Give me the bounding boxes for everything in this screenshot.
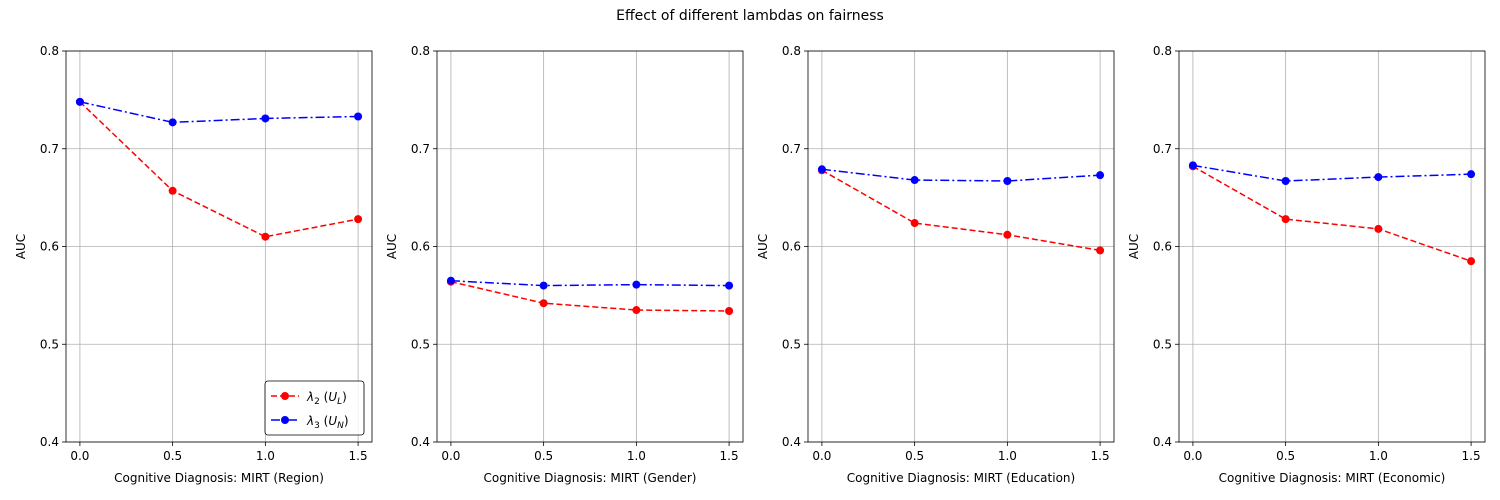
x-tick-label: 1.0 xyxy=(998,449,1017,463)
legend-box xyxy=(264,380,365,436)
chart-panel-1: 0.0 0.5 1.0 1.5 0.4 0.5 0.6 0.7 0.8 Cognitive Dia… xyxy=(14,44,373,485)
x-tick-label: 1.5 xyxy=(1462,449,1481,463)
y-tick-label: 0.4 xyxy=(782,435,801,449)
x-tick-label: 1.0 xyxy=(256,449,275,463)
series-line-lambda3 xyxy=(79,101,359,124)
y-tick-label: 0.8 xyxy=(411,44,430,58)
x-tick-label: 1.5 xyxy=(349,449,368,463)
data-point-lambda3 xyxy=(632,280,641,289)
data-point-lambda3 xyxy=(354,112,363,121)
x-tick-label: 1.0 xyxy=(1369,449,1388,463)
y-tick-label: 0.6 xyxy=(1153,240,1172,254)
series-line-lambda2 xyxy=(821,169,1101,252)
data-point-lambda2 xyxy=(632,306,641,315)
x-axis-label: Cognitive Diagnosis: MIRT (Education) xyxy=(847,471,1075,485)
y-tick-label: 0.4 xyxy=(411,435,430,449)
y-tick-label: 0.4 xyxy=(40,435,59,449)
data-point-lambda3 xyxy=(817,165,826,174)
y-axis-label: AUC xyxy=(1127,234,1141,259)
x-axis-label: Cognitive Diagnosis: MIRT (Gender) xyxy=(484,471,697,485)
y-tick-label: 0.6 xyxy=(411,240,430,254)
y-tick-label: 0.5 xyxy=(40,337,59,351)
data-point-lambda3 xyxy=(168,118,177,127)
x-axis-label: Cognitive Diagnosis: MIRT (Economic) xyxy=(1219,471,1446,485)
x-tick-label: 0.5 xyxy=(1276,449,1295,463)
data-point-lambda3 xyxy=(539,281,548,290)
x-axis-label: Cognitive Diagnosis: MIRT (Region) xyxy=(114,471,324,485)
x-tick-label: 0.5 xyxy=(163,449,182,463)
data-point-lambda2 xyxy=(261,232,270,241)
x-tick-label: 1.5 xyxy=(720,449,739,463)
chart-panel-2: 0.0 0.5 1.0 1.5 0.4 0.5 0.6 0.7 0.8 Cognitive Dia… xyxy=(385,44,744,485)
data-point-lambda2 xyxy=(725,307,734,316)
data-point-lambda2 xyxy=(1467,257,1476,266)
y-tick-label: 0.7 xyxy=(40,142,59,156)
y-axis-label: AUC xyxy=(385,234,399,259)
x-tick-label: 0.0 xyxy=(441,449,460,463)
x-tick-label: 0.5 xyxy=(905,449,924,463)
series-line-lambda2 xyxy=(450,280,730,312)
data-point-lambda3 xyxy=(1281,177,1290,186)
data-point-lambda2 xyxy=(1096,246,1105,255)
y-axis-label: AUC xyxy=(756,234,770,259)
legend-marker xyxy=(281,416,289,424)
data-point-lambda3 xyxy=(1096,171,1105,180)
legend-marker xyxy=(281,392,289,400)
data-point-lambda3 xyxy=(261,114,270,123)
series-line-lambda2 xyxy=(79,101,359,238)
figure-title: Effect of different lambdas on fairness xyxy=(616,8,884,24)
y-tick-label: 0.8 xyxy=(1153,44,1172,58)
data-point-lambda3 xyxy=(1188,161,1197,170)
y-tick-label: 0.6 xyxy=(782,240,801,254)
series-line-lambda3 xyxy=(1192,164,1472,182)
y-tick-label: 0.5 xyxy=(1153,337,1172,351)
data-point-lambda3 xyxy=(75,97,84,106)
legend-entry-lambda3: λ3 (UN) xyxy=(306,414,349,431)
y-tick-label: 0.4 xyxy=(1153,435,1172,449)
x-tick-label: 0.0 xyxy=(812,449,831,463)
legend: λ2 (UL) λ3 (UN) xyxy=(264,380,365,436)
y-tick-label: 0.5 xyxy=(411,337,430,351)
data-point-lambda2 xyxy=(910,219,919,228)
x-tick-label: 0.5 xyxy=(534,449,553,463)
series-line-lambda2 xyxy=(1192,165,1472,262)
y-tick-label: 0.6 xyxy=(40,240,59,254)
x-tick-label: 0.0 xyxy=(1183,449,1202,463)
y-tick-label: 0.5 xyxy=(782,337,801,351)
data-point-lambda3 xyxy=(446,276,455,285)
data-point-lambda2 xyxy=(1281,215,1290,224)
data-point-lambda3 xyxy=(1467,170,1476,179)
data-point-lambda3 xyxy=(1003,177,1012,186)
series-line-lambda3 xyxy=(450,279,730,287)
series-line-lambda3 xyxy=(821,168,1101,182)
data-point-lambda3 xyxy=(1374,173,1383,182)
y-tick-label: 0.7 xyxy=(1153,142,1172,156)
data-point-lambda2 xyxy=(1374,224,1383,233)
x-tick-label: 0.0 xyxy=(70,449,89,463)
x-tick-label: 1.0 xyxy=(627,449,646,463)
chart-panel-4: 0.0 0.5 1.0 1.5 0.4 0.5 0.6 0.7 0.8 Cognitive Dia… xyxy=(1127,44,1486,485)
x-tick-label: 1.5 xyxy=(1091,449,1110,463)
y-tick-label: 0.8 xyxy=(40,44,59,58)
data-point-lambda2 xyxy=(1003,230,1012,239)
data-point-lambda2 xyxy=(539,299,548,308)
data-point-lambda2 xyxy=(354,215,363,224)
data-point-lambda3 xyxy=(725,281,734,290)
chart-panel-3: 0.0 0.5 1.0 1.5 0.4 0.5 0.6 0.7 0.8 Cognitive Dia… xyxy=(756,44,1115,485)
data-point-lambda3 xyxy=(910,176,919,185)
legend-entry-lambda2: λ2 (UL) xyxy=(306,390,347,407)
data-point-lambda2 xyxy=(168,186,177,195)
y-tick-label: 0.7 xyxy=(411,142,430,156)
y-tick-label: 0.7 xyxy=(782,142,801,156)
y-axis-label: AUC xyxy=(14,234,28,259)
y-tick-label: 0.8 xyxy=(782,44,801,58)
